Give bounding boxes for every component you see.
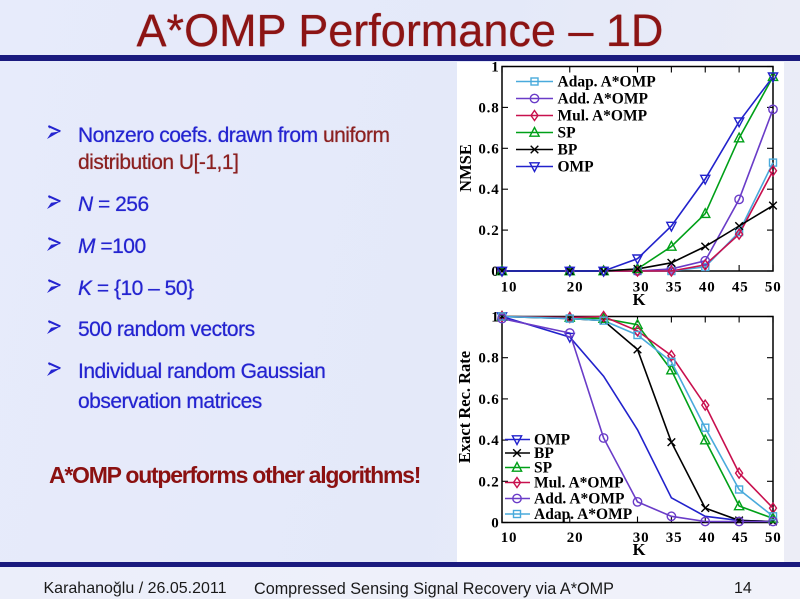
svg-text:Adap. A*OMP: Adap. A*OMP [558,73,657,90]
svg-text:0: 0 [491,515,499,531]
svg-text:30: 30 [633,529,650,545]
svg-text:35: 35 [666,279,683,295]
svg-text:0.6: 0.6 [478,391,499,407]
svg-text:0: 0 [491,264,499,280]
svg-text:0.4: 0.4 [478,182,499,198]
svg-text:Adap. A*OMP: Adap. A*OMP [534,506,633,523]
svg-text:20: 20 [567,279,584,295]
svg-text:Mul. A*OMP: Mul. A*OMP [534,474,624,491]
svg-text:35: 35 [666,529,683,545]
svg-text:K: K [633,290,646,309]
svg-text:10: 10 [501,279,518,295]
svg-text:BP: BP [558,141,578,158]
svg-text:30: 30 [633,279,650,295]
svg-text:10: 10 [501,529,518,545]
svg-text:0.6: 0.6 [478,141,499,157]
svg-text:20: 20 [567,529,584,545]
svg-text:SP: SP [534,459,553,476]
svg-text:BP: BP [534,445,554,462]
svg-text:0.8: 0.8 [478,100,499,116]
svg-text:Exact Rec. Rate: Exact Rec. Rate [457,350,474,462]
svg-text:50: 50 [765,279,782,295]
svg-text:1: 1 [491,309,499,325]
svg-text:40: 40 [699,529,716,545]
svg-text:K: K [633,540,646,559]
svg-text:SP: SP [558,124,577,141]
svg-text:OMP: OMP [534,431,571,448]
svg-text:0.4: 0.4 [478,433,499,449]
svg-text:Mul. A*OMP: Mul. A*OMP [558,107,648,124]
svg-text:0.2: 0.2 [478,223,499,239]
svg-text:Add. A*OMP: Add. A*OMP [558,90,649,107]
svg-text:45: 45 [732,529,749,545]
svg-text:Add. A*OMP: Add. A*OMP [534,490,625,507]
svg-text:OMP: OMP [558,158,595,175]
svg-text:0.8: 0.8 [478,350,499,366]
svg-text:NMSE: NMSE [457,144,475,192]
svg-text:50: 50 [765,529,782,545]
svg-text:1: 1 [491,62,499,76]
svg-text:45: 45 [732,279,749,295]
svg-text:0.2: 0.2 [478,474,499,490]
svg-text:40: 40 [699,279,716,295]
